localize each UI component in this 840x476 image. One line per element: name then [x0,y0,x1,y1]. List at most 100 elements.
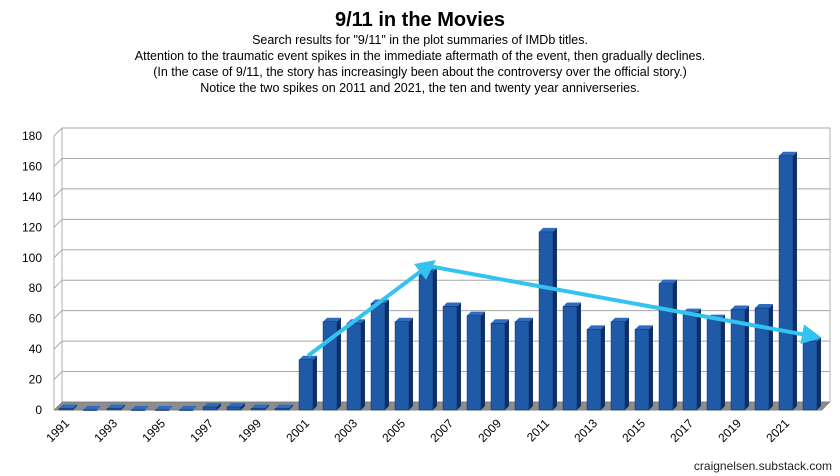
bar-top [107,404,125,409]
bar-front [298,359,314,411]
bar-top [635,325,653,330]
gridline [53,157,830,167]
bar-2021 [778,151,797,411]
bar-front [634,329,650,411]
bar-2011 [538,227,557,411]
bar-1995 [154,406,173,411]
bar-1996 [178,406,197,411]
bar-top [491,319,509,324]
bar-front [610,321,626,411]
bar-side [528,317,533,410]
y-tick-label: 40 [29,342,43,356]
bar-side [744,305,749,410]
bar-side [768,304,773,410]
bar-2005 [394,317,413,411]
bar-front [418,271,434,411]
x-tick-label: 2001 [283,416,312,445]
y-tick-label: 0 [35,403,42,417]
gridline [53,188,830,198]
bar-front [754,307,770,411]
bar-1994 [130,406,149,411]
x-tick-label: 2003 [331,416,360,445]
bar-2015 [634,325,653,411]
x-tick-label: 2017 [667,416,696,445]
x-tick-label: 1997 [187,416,216,445]
trend-arrow-2 [427,263,822,345]
trend-arrow-1 [306,259,437,358]
bar-front [370,303,386,411]
bar-front [778,155,794,411]
bar-front [178,409,194,411]
chart-header: 9/11 in the Movies Search results for "9… [0,8,840,96]
bar-front [538,231,554,411]
bar-side [552,227,557,410]
bar-top [323,317,341,322]
bar-2017 [682,308,701,411]
bar-top [203,402,221,407]
bar-front [730,309,746,411]
bar-front [706,318,722,411]
y-tick-label: 160 [22,159,42,173]
x-tick-label: 2015 [619,416,648,445]
bar-top [539,227,557,232]
bar-side [216,402,221,410]
x-tick-label: 2013 [571,416,600,445]
bar-side [720,314,725,410]
bar-front [658,283,674,411]
y-tick-label: 180 [22,129,42,143]
x-tick-label: 1991 [43,416,72,445]
bar-2006 [418,267,437,411]
bar-top [395,317,413,322]
bar-side [264,404,269,410]
bar-side [480,311,485,410]
x-tick-label: 2019 [715,416,744,445]
gridline [53,218,830,228]
bar-2018 [706,314,725,411]
bar-1997 [202,402,221,411]
bar-front [250,408,266,411]
bar-1998 [226,402,245,411]
bar-top [275,404,293,409]
bar-1991 [58,404,77,411]
x-tick-label: 1995 [139,416,168,445]
bar-top [83,406,101,410]
bar-front [346,322,362,411]
bar-front [106,408,122,411]
bar-front [586,329,602,411]
bar-top [755,304,773,309]
bar-front [274,408,290,411]
chart-title: 9/11 in the Movies [334,9,506,31]
chart-subtitle-line-2: Attention to the traumatic event spikes … [134,49,706,63]
bar-top [659,279,677,284]
bar-front [226,406,242,411]
bar-top [443,302,461,307]
bar-front [802,341,818,411]
bar-front [490,322,506,411]
bar-front [682,312,698,411]
bar-2022 [802,337,821,411]
bar-side [312,355,317,410]
x-tick-label: 1999 [235,416,264,445]
bar-top [179,406,197,410]
gridline [53,279,830,289]
bar-front [82,409,98,411]
bar-front [202,406,218,411]
y-tick-label: 20 [29,373,43,387]
bar-2004 [370,299,389,411]
bar-side [384,299,389,410]
bar-front [394,321,410,411]
x-tick-label: 1993 [91,416,120,445]
bar-side [456,302,461,410]
bar-side [600,325,605,410]
bar-2007 [442,302,461,411]
bar-side [240,402,245,410]
bar-2020 [754,304,773,411]
bar-front [514,321,530,411]
bar-top [587,325,605,330]
y-tick-label: 140 [22,190,42,204]
bar-2010 [514,317,533,411]
bar-1999 [250,404,269,411]
bar-side [432,267,437,410]
bar-2003 [346,319,365,411]
